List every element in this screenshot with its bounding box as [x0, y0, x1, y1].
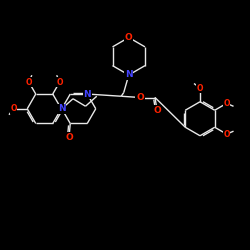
Text: O: O — [153, 106, 161, 114]
Text: N: N — [125, 70, 132, 80]
Text: O: O — [197, 84, 203, 92]
Text: O: O — [125, 33, 132, 42]
Text: O: O — [65, 133, 73, 142]
Text: O: O — [224, 130, 230, 138]
Text: O: O — [10, 104, 17, 113]
Text: N: N — [84, 90, 91, 98]
Text: O: O — [136, 93, 144, 102]
Text: O: O — [56, 78, 63, 86]
Text: O: O — [224, 99, 230, 108]
Text: O: O — [26, 78, 32, 86]
Text: N: N — [58, 104, 66, 113]
